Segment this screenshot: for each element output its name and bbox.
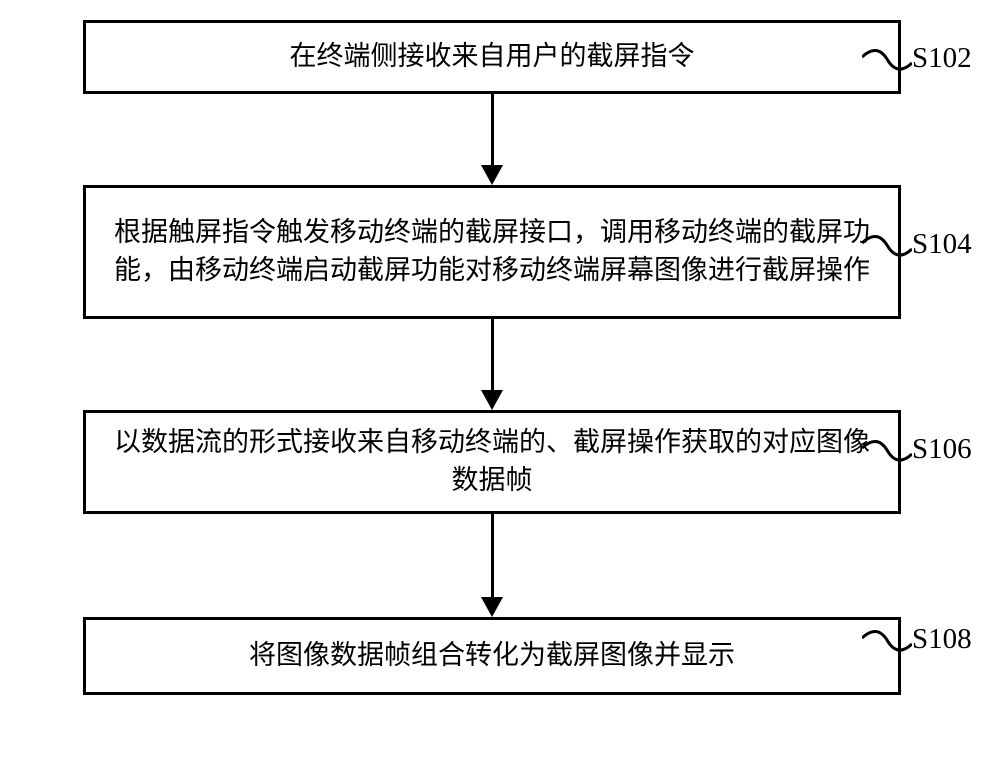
arrow-line: [491, 514, 494, 598]
step-text: 以数据流的形式接收来自移动终端的、截屏操作获取的对应图像数据帧: [106, 424, 878, 500]
arrow-line: [491, 94, 494, 166]
label-text: S102: [912, 42, 972, 74]
arrow-line: [491, 319, 494, 391]
label-text: S108: [912, 623, 972, 655]
arrow-2: [481, 319, 503, 410]
arrow-head: [481, 165, 503, 185]
arrow-3: [481, 514, 503, 617]
step-text: 在终端侧接收来自用户的截屏指令: [290, 38, 695, 76]
label-text: S104: [912, 228, 972, 260]
step-box-s108: 将图像数据帧组合转化为截屏图像并显示: [83, 617, 901, 695]
arrow-1: [481, 94, 503, 185]
step-box-s104: 根据触屏指令触发移动终端的截屏接口，调用移动终端的截屏功能，由移动终端启动截屏功…: [83, 185, 901, 319]
flowchart-container: 在终端侧接收来自用户的截屏指令 根据触屏指令触发移动终端的截屏接口，调用移动终端…: [42, 20, 942, 695]
connector-curve-s104: [862, 231, 912, 265]
step-label-s108: S108: [912, 623, 972, 656]
arrow-head: [481, 597, 503, 617]
connector-curve-s102: [862, 45, 912, 79]
step-box-s106: 以数据流的形式接收来自移动终端的、截屏操作获取的对应图像数据帧: [83, 410, 901, 514]
step-text: 将图像数据帧组合转化为截屏图像并显示: [249, 637, 735, 675]
step-label-s106: S106: [912, 433, 972, 466]
step-box-s102: 在终端侧接收来自用户的截屏指令: [83, 20, 901, 94]
arrow-head: [481, 390, 503, 410]
step-label-s102: S102: [912, 42, 972, 75]
connector-curve-s108: [862, 626, 912, 660]
step-label-s104: S104: [912, 228, 972, 261]
connector-curve-s106: [862, 436, 912, 470]
label-text: S106: [912, 433, 972, 465]
step-text: 根据触屏指令触发移动终端的截屏接口，调用移动终端的截屏功能，由移动终端启动截屏功…: [106, 214, 878, 290]
